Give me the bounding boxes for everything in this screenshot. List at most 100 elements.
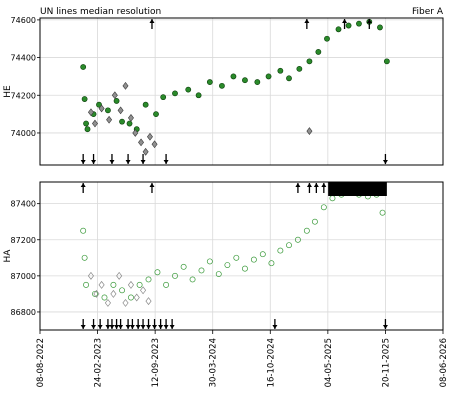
down-marker-1-head [91, 325, 97, 329]
series-1-point-3 [106, 115, 113, 124]
series-0-point-20 [242, 77, 248, 84]
series-0-point-11 [142, 101, 149, 108]
y-axis-label: HA [3, 249, 13, 263]
down-marker-15-head [169, 325, 175, 329]
x-tick-label: 08-08-2022 [36, 338, 46, 387]
series-0-point-10 [154, 269, 161, 276]
down-marker-2-head [97, 325, 103, 329]
series-0-point-1 [81, 254, 88, 261]
up-marker-1-head [304, 19, 310, 23]
down-marker-4-head [109, 325, 115, 329]
series-0-point-18 [219, 82, 225, 89]
series-0-point-16 [206, 258, 213, 265]
up-marker-1-head [149, 183, 155, 187]
series-0-point-3 [92, 290, 98, 297]
up-marker-0-head [80, 183, 86, 187]
series-0-point-17 [206, 79, 213, 85]
down-marker-6-head [382, 160, 388, 164]
series-1-point-7 [127, 113, 134, 122]
x-tick-label: 04-05-2025 [324, 338, 334, 387]
y-tick-label: 74600 [11, 16, 36, 25]
up-marker-2-head [295, 183, 301, 187]
down-marker-3-head [105, 325, 111, 329]
x-axis: 08-08-2022 24-02-2023 12-09-2023 30-03-2024… [36, 330, 449, 387]
up-marker-3-head [366, 19, 372, 23]
series-0-point-3 [84, 126, 91, 133]
series-0-point-16 [195, 92, 202, 99]
series-0-point-14 [172, 90, 178, 97]
x-tick-label: 20-11-2025 [381, 338, 391, 387]
down-marker-16-head [272, 325, 278, 329]
series-1-point-7 [127, 280, 135, 289]
down-marker-14-head [163, 325, 169, 329]
series-0-point-15 [198, 267, 205, 274]
x-tick-label: 08-06-2026 [439, 338, 449, 387]
series-0-point-9 [126, 120, 133, 127]
series-0-point-15 [185, 86, 192, 93]
series-0-point-9 [145, 276, 152, 283]
up-marker-band [328, 182, 387, 196]
series-1-point-9 [138, 138, 145, 147]
chart-title: UN lines median resolution [40, 7, 161, 17]
x-tick-label: 16-10-2024 [266, 338, 276, 387]
down-marker-9-head [135, 325, 141, 329]
series-0-point-8 [119, 118, 125, 125]
series-0-point-24 [286, 75, 292, 82]
up-marker-5-head [321, 183, 327, 187]
series-0-point-29 [335, 26, 342, 33]
y-axis-label: HE [3, 85, 13, 98]
panel-bottom: 86800 87000 87200 87400 HA [3, 181, 444, 331]
down-marker-10-head [140, 325, 146, 329]
series-1-point-0 [87, 108, 94, 117]
series-0-point-24 [277, 247, 284, 254]
y-tick-label: 87400 [11, 200, 36, 209]
y-tick-label: 86800 [11, 308, 36, 317]
chart-title-right: Fiber A [412, 7, 444, 17]
up-marker-2-head [342, 19, 348, 23]
series-1-point-2 [98, 104, 105, 113]
series-0-point-23 [277, 67, 284, 74]
series-0-point-26 [306, 58, 313, 65]
series-0-point-25 [286, 242, 292, 249]
up-marker-0-head [149, 19, 155, 23]
series-1-point-8 [133, 293, 140, 302]
y-tick-label: 87200 [11, 236, 36, 245]
x-tick-label: 24-02-2023 [94, 338, 104, 387]
series-0-point-14 [189, 276, 196, 283]
series-0-point-8 [136, 281, 143, 288]
series-1-point-10 [142, 147, 149, 156]
series-1-point-9 [140, 286, 147, 295]
series-0-point-11 [163, 281, 170, 288]
x-tick-label: 12-09-2023 [151, 338, 161, 387]
up-marker-3-head [306, 183, 312, 187]
series-1-point-3 [104, 298, 111, 307]
series-0-point-6 [119, 287, 125, 294]
series-0-point-34 [383, 58, 390, 65]
series-0-point-30 [345, 22, 352, 29]
series-0-point-21 [254, 79, 261, 85]
series-0-point-18 [224, 262, 231, 268]
series-0-point-0 [80, 227, 87, 234]
series-1-point-0 [87, 271, 94, 280]
series-1-point-12 [151, 140, 158, 149]
series-0-point-19 [230, 73, 237, 80]
series-1-point-4 [111, 91, 118, 100]
series-0-point-28 [324, 35, 330, 42]
series-0-point-22 [259, 251, 266, 258]
series-1-point-8 [132, 129, 139, 137]
down-marker-12-head [152, 325, 158, 329]
series-1-point-13 [306, 127, 313, 135]
y-tick-label: 74000 [11, 129, 36, 138]
down-marker-13-head [158, 325, 164, 329]
series-1-point-2 [98, 280, 105, 289]
series-0-point-4 [101, 294, 108, 301]
series-0-point-21 [250, 256, 257, 263]
panel-top: 74000 74200 74400 74600 HE [3, 16, 444, 166]
down-marker-0-head [80, 325, 86, 329]
series-1-point-11 [146, 132, 153, 141]
series-1-point-1 [93, 289, 100, 298]
series-1-point-6 [122, 81, 129, 90]
series-0-point-23 [268, 260, 275, 267]
series-0-point-7 [113, 98, 120, 104]
series-0-point-13 [160, 94, 167, 101]
